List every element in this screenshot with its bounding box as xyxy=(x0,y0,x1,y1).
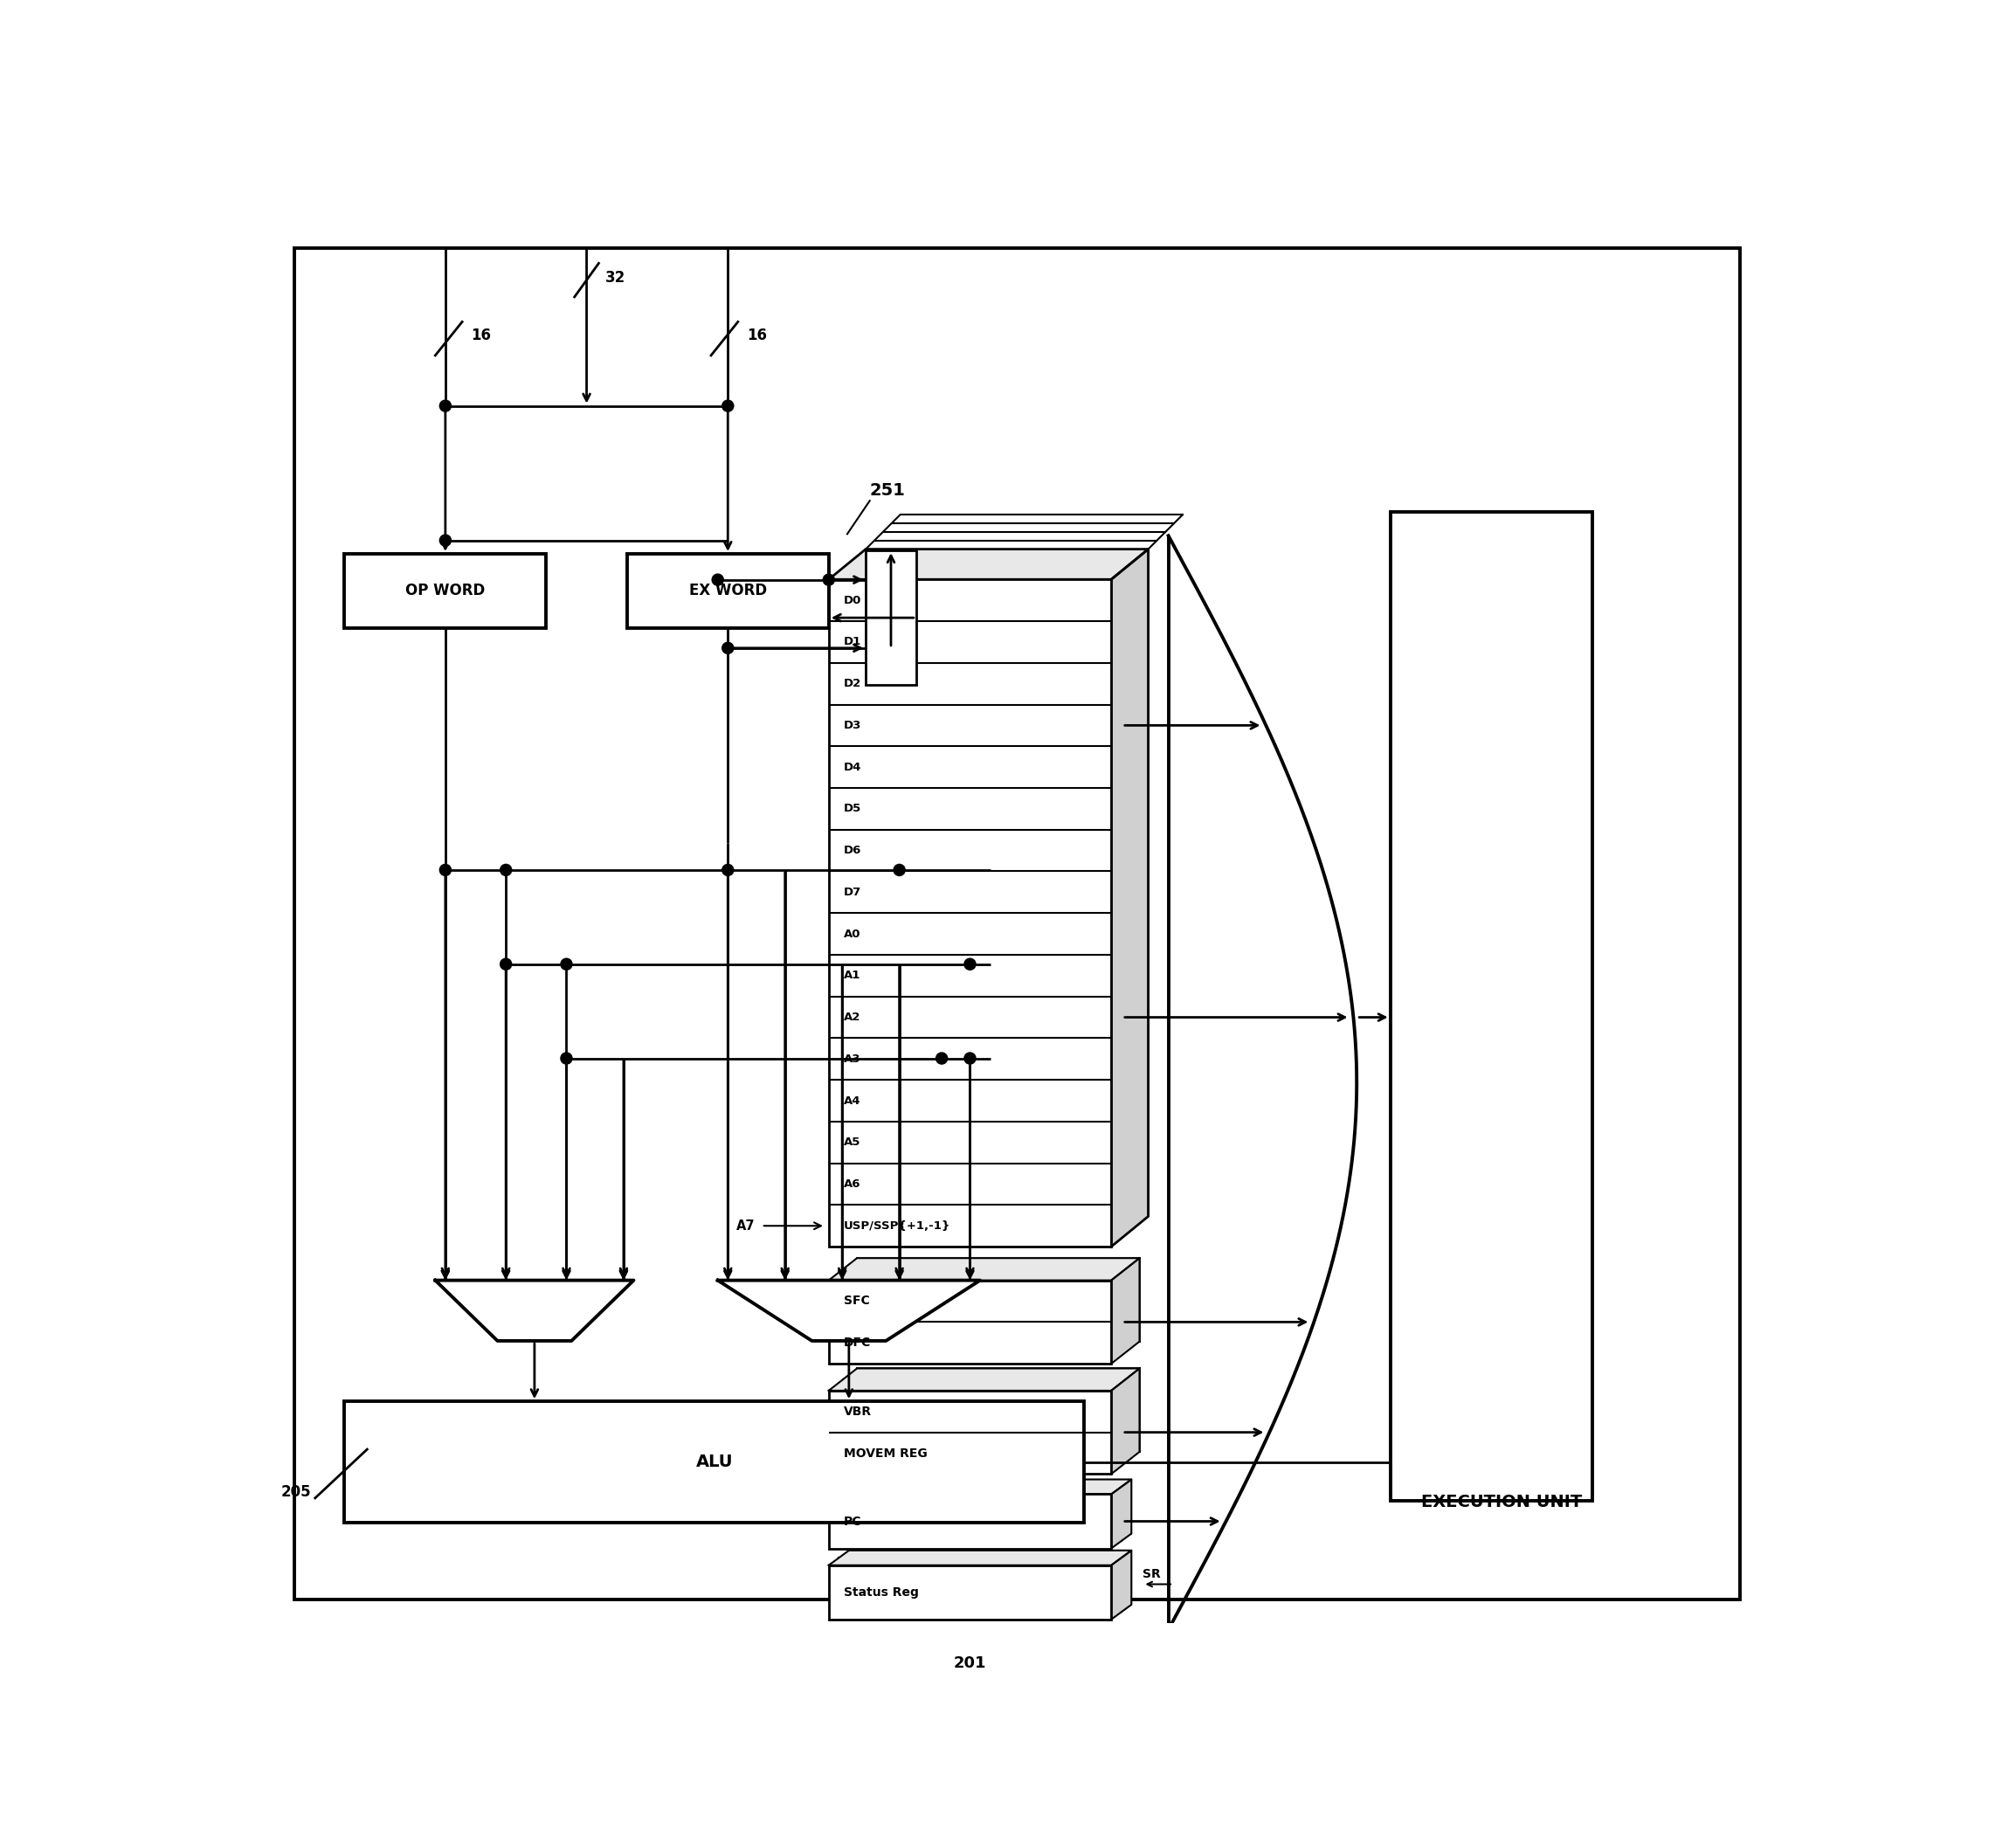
Text: D4: D4 xyxy=(843,761,861,773)
Polygon shape xyxy=(435,1280,633,1341)
Text: D5: D5 xyxy=(843,803,861,815)
Text: SR: SR xyxy=(1143,1569,1161,1580)
Text: D6: D6 xyxy=(843,845,861,855)
FancyBboxPatch shape xyxy=(829,1565,1111,1620)
Text: 16: 16 xyxy=(746,326,766,343)
Polygon shape xyxy=(829,1259,1139,1280)
Circle shape xyxy=(893,865,905,876)
Polygon shape xyxy=(829,1368,1139,1390)
Text: D3: D3 xyxy=(843,720,861,731)
Circle shape xyxy=(722,865,734,876)
FancyBboxPatch shape xyxy=(843,1270,1125,1353)
FancyBboxPatch shape xyxy=(849,1479,1131,1534)
Text: D1: D1 xyxy=(843,637,861,648)
Circle shape xyxy=(439,399,452,412)
Text: MOVEM REG: MOVEM REG xyxy=(843,1446,927,1459)
FancyBboxPatch shape xyxy=(857,1259,1139,1341)
Circle shape xyxy=(964,958,976,970)
Polygon shape xyxy=(1111,1259,1139,1364)
Polygon shape xyxy=(1111,1479,1131,1549)
Circle shape xyxy=(560,1052,573,1063)
Circle shape xyxy=(823,575,835,586)
FancyBboxPatch shape xyxy=(829,580,1111,1246)
FancyBboxPatch shape xyxy=(839,1487,1121,1541)
Text: D2: D2 xyxy=(843,679,861,689)
Text: 201: 201 xyxy=(954,1656,986,1671)
Circle shape xyxy=(560,958,573,970)
Text: A5: A5 xyxy=(843,1136,861,1147)
FancyBboxPatch shape xyxy=(829,1390,1111,1474)
Text: A2: A2 xyxy=(843,1012,861,1023)
Text: EXECUTION UNIT: EXECUTION UNIT xyxy=(1421,1494,1583,1510)
FancyBboxPatch shape xyxy=(294,248,1740,1600)
FancyBboxPatch shape xyxy=(865,551,915,686)
Text: 16: 16 xyxy=(472,326,492,343)
FancyBboxPatch shape xyxy=(1391,513,1593,1501)
Text: A7: A7 xyxy=(736,1218,754,1233)
Polygon shape xyxy=(1111,1550,1131,1620)
FancyBboxPatch shape xyxy=(849,1550,1131,1605)
Text: A6: A6 xyxy=(843,1178,861,1189)
Text: A1: A1 xyxy=(843,970,861,981)
Circle shape xyxy=(722,399,734,412)
Circle shape xyxy=(964,1052,976,1063)
Circle shape xyxy=(500,958,512,970)
Text: DFC: DFC xyxy=(843,1337,871,1350)
FancyBboxPatch shape xyxy=(857,1368,1139,1452)
FancyBboxPatch shape xyxy=(865,549,1149,1217)
Text: D7: D7 xyxy=(843,886,861,897)
Polygon shape xyxy=(1111,549,1149,1246)
Text: SFC: SFC xyxy=(843,1295,869,1308)
FancyBboxPatch shape xyxy=(345,554,546,627)
Polygon shape xyxy=(1111,1368,1139,1474)
Circle shape xyxy=(439,865,452,876)
Text: A0: A0 xyxy=(843,928,861,939)
Circle shape xyxy=(500,865,512,876)
Text: PC: PC xyxy=(843,1516,861,1527)
FancyBboxPatch shape xyxy=(829,1280,1111,1364)
FancyBboxPatch shape xyxy=(847,564,1129,1231)
Circle shape xyxy=(439,534,452,545)
Circle shape xyxy=(935,1052,948,1063)
FancyBboxPatch shape xyxy=(839,1558,1121,1612)
FancyBboxPatch shape xyxy=(829,1494,1111,1549)
FancyBboxPatch shape xyxy=(627,554,829,627)
Circle shape xyxy=(722,642,734,653)
Text: A3: A3 xyxy=(843,1052,861,1065)
Text: ALU: ALU xyxy=(696,1454,734,1470)
FancyBboxPatch shape xyxy=(843,1379,1125,1463)
Text: OP WORD: OP WORD xyxy=(405,584,486,598)
Text: EX WORD: EX WORD xyxy=(689,584,766,598)
Polygon shape xyxy=(829,1550,1131,1565)
Polygon shape xyxy=(718,1280,980,1341)
Text: VBR: VBR xyxy=(843,1404,871,1417)
Polygon shape xyxy=(829,1479,1131,1494)
Text: 32: 32 xyxy=(605,270,625,286)
Text: 251: 251 xyxy=(869,482,905,500)
Text: D0: D0 xyxy=(843,595,861,606)
Polygon shape xyxy=(829,549,1149,580)
FancyBboxPatch shape xyxy=(345,1401,1085,1523)
Text: A4: A4 xyxy=(843,1094,861,1107)
Text: Status Reg: Status Reg xyxy=(843,1587,919,1598)
Text: 205: 205 xyxy=(280,1485,310,1499)
Text: USP/SSP{+1,-1}: USP/SSP{+1,-1} xyxy=(843,1220,950,1231)
Circle shape xyxy=(712,575,724,586)
